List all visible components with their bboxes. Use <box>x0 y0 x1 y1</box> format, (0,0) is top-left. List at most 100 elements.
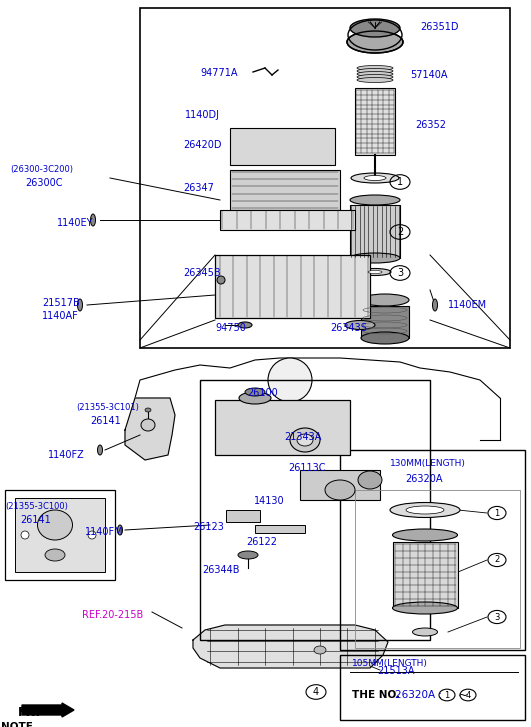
Text: 26351D: 26351D <box>420 22 458 32</box>
Bar <box>393 542 458 608</box>
Text: 94771A: 94771A <box>200 68 237 78</box>
Text: 2: 2 <box>397 227 403 237</box>
Ellipse shape <box>357 65 393 71</box>
Text: 26300C: 26300C <box>25 178 63 188</box>
Text: 4: 4 <box>465 691 470 699</box>
Ellipse shape <box>238 551 258 559</box>
Text: 14130: 14130 <box>254 496 285 506</box>
Ellipse shape <box>78 299 82 311</box>
FancyArrow shape <box>22 703 74 717</box>
Ellipse shape <box>350 19 400 37</box>
Ellipse shape <box>368 270 382 273</box>
Ellipse shape <box>357 68 393 73</box>
Bar <box>215 400 350 455</box>
Ellipse shape <box>325 480 355 500</box>
Ellipse shape <box>350 253 400 263</box>
Ellipse shape <box>217 276 225 284</box>
Bar <box>350 205 400 258</box>
Text: 26113C: 26113C <box>288 463 326 473</box>
Text: 3: 3 <box>494 613 500 622</box>
Ellipse shape <box>347 31 403 53</box>
Ellipse shape <box>359 268 391 276</box>
Bar <box>226 510 260 522</box>
Ellipse shape <box>117 525 123 535</box>
Ellipse shape <box>21 531 29 539</box>
Ellipse shape <box>88 531 96 539</box>
Text: 26420D: 26420D <box>183 140 221 150</box>
Ellipse shape <box>238 322 252 328</box>
Ellipse shape <box>245 388 265 396</box>
Bar <box>215 255 370 318</box>
Text: 26122: 26122 <box>246 537 277 547</box>
Text: 26343S: 26343S <box>330 323 367 333</box>
Text: REF.20-215B: REF.20-215B <box>82 610 143 620</box>
Ellipse shape <box>98 445 102 455</box>
Text: 3: 3 <box>397 268 403 278</box>
Text: 21513A: 21513A <box>377 666 415 676</box>
Text: 21517B: 21517B <box>42 298 80 308</box>
Text: 1140AF: 1140AF <box>42 311 79 321</box>
Text: 4: 4 <box>313 687 319 697</box>
Ellipse shape <box>364 175 386 180</box>
Ellipse shape <box>290 428 320 452</box>
Bar <box>200 380 430 640</box>
Bar <box>355 88 395 155</box>
Text: 21343A: 21343A <box>284 432 321 442</box>
Text: 1140FM: 1140FM <box>85 527 124 537</box>
Ellipse shape <box>268 358 312 402</box>
Ellipse shape <box>90 214 96 226</box>
Text: 130MM(LENGTH): 130MM(LENGTH) <box>390 459 466 468</box>
Ellipse shape <box>345 321 375 329</box>
Text: 57140A: 57140A <box>410 70 448 80</box>
Bar <box>300 470 380 500</box>
Text: THE NO.: THE NO. <box>352 690 400 700</box>
Ellipse shape <box>406 506 444 514</box>
Ellipse shape <box>357 78 393 82</box>
Bar <box>15 498 105 572</box>
Bar <box>140 8 510 348</box>
Text: NOTE: NOTE <box>1 722 32 727</box>
Bar <box>361 306 409 338</box>
Text: 1140EM: 1140EM <box>448 300 487 310</box>
Text: 2: 2 <box>494 555 500 564</box>
Ellipse shape <box>390 502 460 518</box>
Ellipse shape <box>297 434 313 446</box>
Ellipse shape <box>392 529 458 541</box>
Bar <box>340 655 525 720</box>
Ellipse shape <box>314 646 326 654</box>
Text: 1: 1 <box>444 691 450 699</box>
Text: 94750: 94750 <box>215 323 246 333</box>
Text: 1140DJ: 1140DJ <box>185 110 220 120</box>
Text: 26141: 26141 <box>90 416 121 426</box>
Text: 26100: 26100 <box>247 388 278 398</box>
Ellipse shape <box>433 299 438 311</box>
Bar <box>5 490 115 580</box>
Bar <box>230 170 340 210</box>
Text: 26347: 26347 <box>183 183 214 193</box>
Ellipse shape <box>351 173 399 183</box>
Text: 26320A: 26320A <box>405 474 442 484</box>
Text: 26320A :: 26320A : <box>395 690 446 700</box>
Text: 26345B: 26345B <box>183 268 220 278</box>
Ellipse shape <box>350 195 400 205</box>
Text: FR.: FR. <box>18 707 41 720</box>
Ellipse shape <box>358 471 382 489</box>
Ellipse shape <box>361 332 409 344</box>
Polygon shape <box>125 398 175 460</box>
Bar <box>220 210 355 230</box>
Text: 26344B: 26344B <box>202 565 239 575</box>
Ellipse shape <box>45 549 65 561</box>
Text: 1: 1 <box>397 177 403 187</box>
Text: (21355-3C101): (21355-3C101) <box>76 403 139 412</box>
Text: 105MM(LENGTH): 105MM(LENGTH) <box>352 659 428 668</box>
Ellipse shape <box>145 408 151 412</box>
Text: 26141: 26141 <box>20 515 51 525</box>
Bar <box>255 525 305 533</box>
Bar <box>340 450 525 650</box>
Text: 1: 1 <box>494 508 500 518</box>
Text: (26300-3C200): (26300-3C200) <box>10 165 73 174</box>
Bar <box>355 490 520 648</box>
Ellipse shape <box>357 74 393 79</box>
Polygon shape <box>193 625 388 668</box>
Text: 26123: 26123 <box>193 522 224 532</box>
